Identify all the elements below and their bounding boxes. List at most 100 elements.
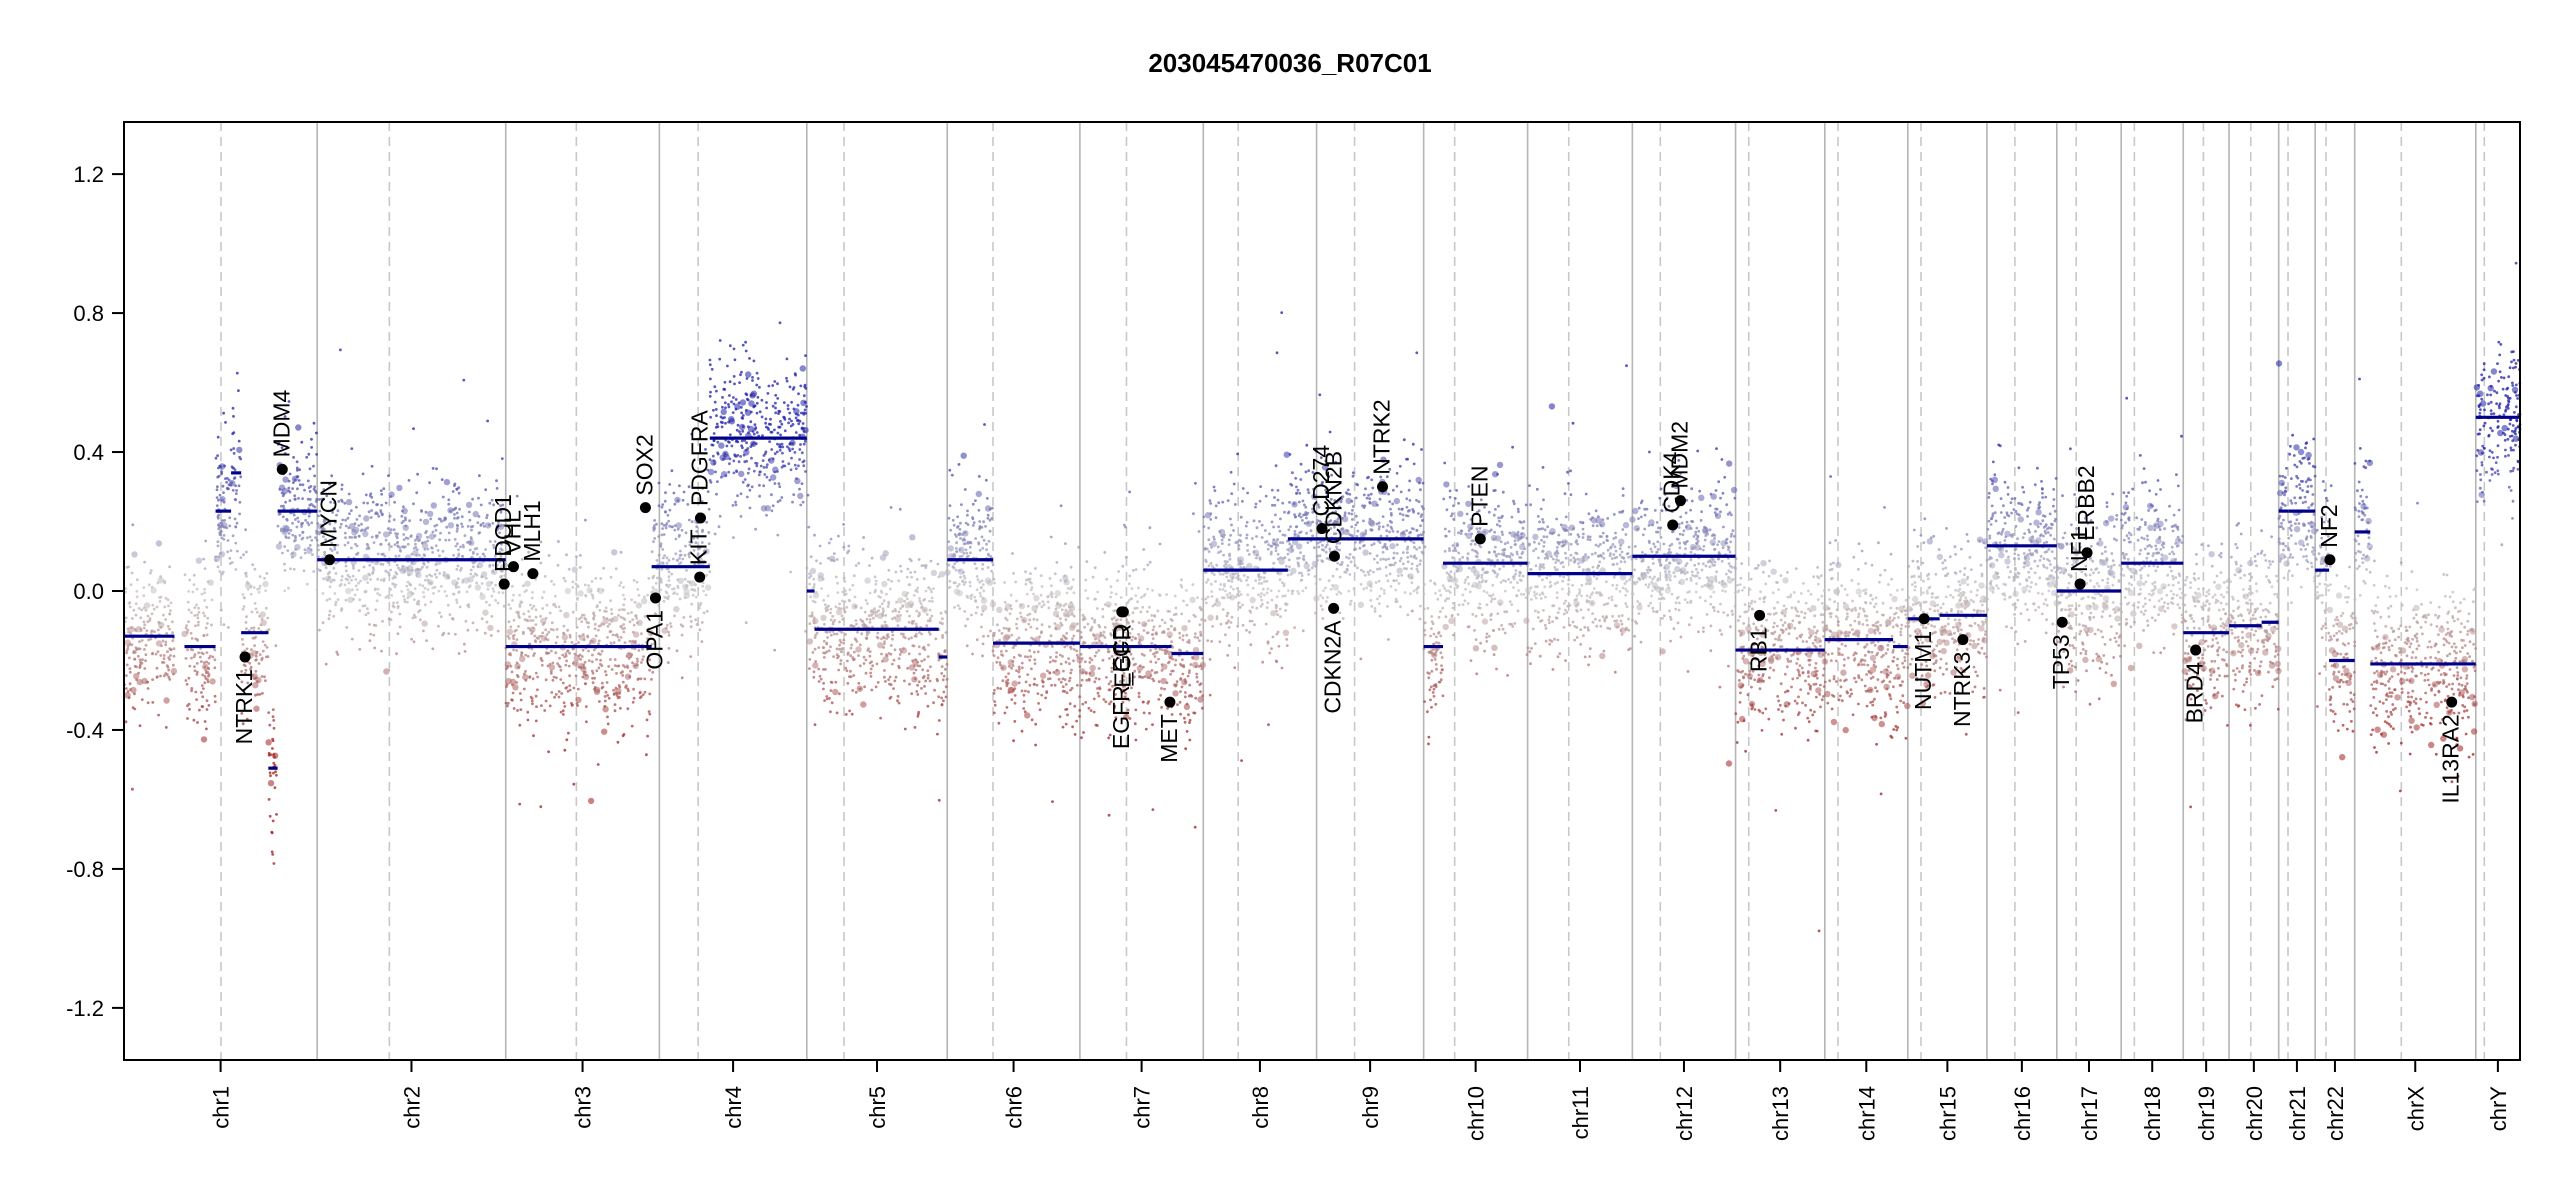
probe-point: [204, 539, 208, 543]
probe-point: [1228, 579, 1231, 582]
probe-point: [325, 494, 329, 498]
probe-point: [628, 620, 632, 624]
probe-point: [587, 659, 591, 662]
probe-point: [387, 543, 391, 546]
probe-point: [939, 611, 943, 615]
probe-point: [865, 633, 869, 637]
probe-point: [1230, 523, 1233, 527]
probe-point: [765, 463, 769, 467]
probe-point: [370, 509, 373, 512]
probe-point: [206, 622, 209, 625]
probe-point: [1084, 589, 1087, 592]
probe-point: [918, 599, 922, 603]
probe-point: [1209, 518, 1213, 521]
probe-point: [416, 600, 420, 604]
probe-point: [477, 496, 480, 500]
probe-point: [183, 573, 187, 577]
probe-point: [453, 538, 457, 541]
probe-point: [1216, 545, 1220, 549]
probe-point: [1287, 528, 1291, 532]
probe-point: [328, 609, 332, 613]
probe-point: [1065, 707, 1069, 711]
probe-point: [947, 516, 951, 520]
probe-point: [651, 586, 655, 589]
probe-point: [207, 662, 211, 665]
probe-point: [599, 658, 602, 662]
probe-point: [300, 522, 303, 525]
probe-point: [217, 474, 221, 478]
probe-point: [639, 677, 643, 681]
probe-point: [190, 611, 193, 614]
probe-point: [1062, 669, 1065, 673]
probe-point: [776, 397, 780, 400]
probe-point: [739, 399, 747, 406]
probe-point: [486, 419, 489, 423]
probe-point: [463, 650, 467, 653]
probe-point: [295, 460, 299, 464]
probe-point: [1173, 594, 1177, 598]
probe-point: [1278, 578, 1282, 581]
probe-point: [917, 558, 921, 561]
probe-point: [245, 574, 248, 578]
probe-point: [1026, 604, 1030, 608]
probe-point: [1059, 603, 1063, 607]
probe-point: [1172, 613, 1176, 617]
probe-point: [1017, 653, 1021, 657]
probe-point: [789, 424, 793, 428]
probe-point: [754, 442, 758, 446]
probe-point: [1219, 622, 1223, 626]
probe-point: [1142, 711, 1146, 715]
probe-point: [1158, 624, 1162, 628]
probe-point: [350, 637, 354, 641]
probe-point: [1101, 658, 1105, 662]
probe-point: [1069, 671, 1073, 675]
probe-point: [200, 592, 204, 596]
probe-point: [192, 573, 196, 577]
probe-point: [296, 487, 299, 491]
probe-point: [344, 569, 348, 573]
probe-point: [1224, 562, 1228, 566]
probe-point: [196, 721, 199, 724]
probe-point: [302, 569, 306, 573]
probe-point: [370, 535, 374, 539]
probe-point: [358, 598, 362, 602]
probe-point: [1143, 675, 1147, 678]
probe-point: [499, 510, 503, 514]
probe-point: [764, 417, 768, 421]
probe-point: [547, 630, 551, 634]
probe-point: [492, 546, 496, 550]
probe-point: [986, 516, 990, 520]
probe-point: [378, 531, 381, 534]
probe-point: [1265, 606, 1269, 609]
probe-point: [606, 694, 610, 697]
probe-point: [222, 537, 226, 541]
probe-point: [568, 674, 571, 678]
probe-point: [977, 541, 981, 544]
probe-point: [465, 501, 473, 509]
probe-point: [539, 805, 543, 809]
probe-point: [457, 548, 460, 552]
probe-point: [858, 664, 862, 668]
probe-point: [910, 636, 913, 640]
probe-point: [1184, 691, 1187, 694]
probe-point: [370, 464, 374, 468]
probe-point: [464, 619, 468, 623]
probe-point: [1229, 470, 1233, 474]
probe-point: [885, 592, 888, 596]
probe-point: [682, 616, 686, 619]
probe-point: [684, 585, 688, 588]
probe-point: [918, 597, 921, 600]
probe-point: [957, 463, 961, 466]
probe-point: [375, 599, 379, 603]
probe-point: [1025, 592, 1029, 596]
probe-point: [1271, 635, 1275, 639]
probe-point: [982, 589, 986, 593]
probe-point: [802, 442, 806, 446]
probe-point: [466, 525, 470, 528]
probe-point: [875, 610, 879, 614]
chromosome-separators: [220, 122, 2486, 1060]
probe-point: [241, 638, 244, 641]
probe-point: [529, 695, 533, 699]
probe-point: [601, 685, 605, 689]
probe-point: [1044, 696, 1048, 700]
